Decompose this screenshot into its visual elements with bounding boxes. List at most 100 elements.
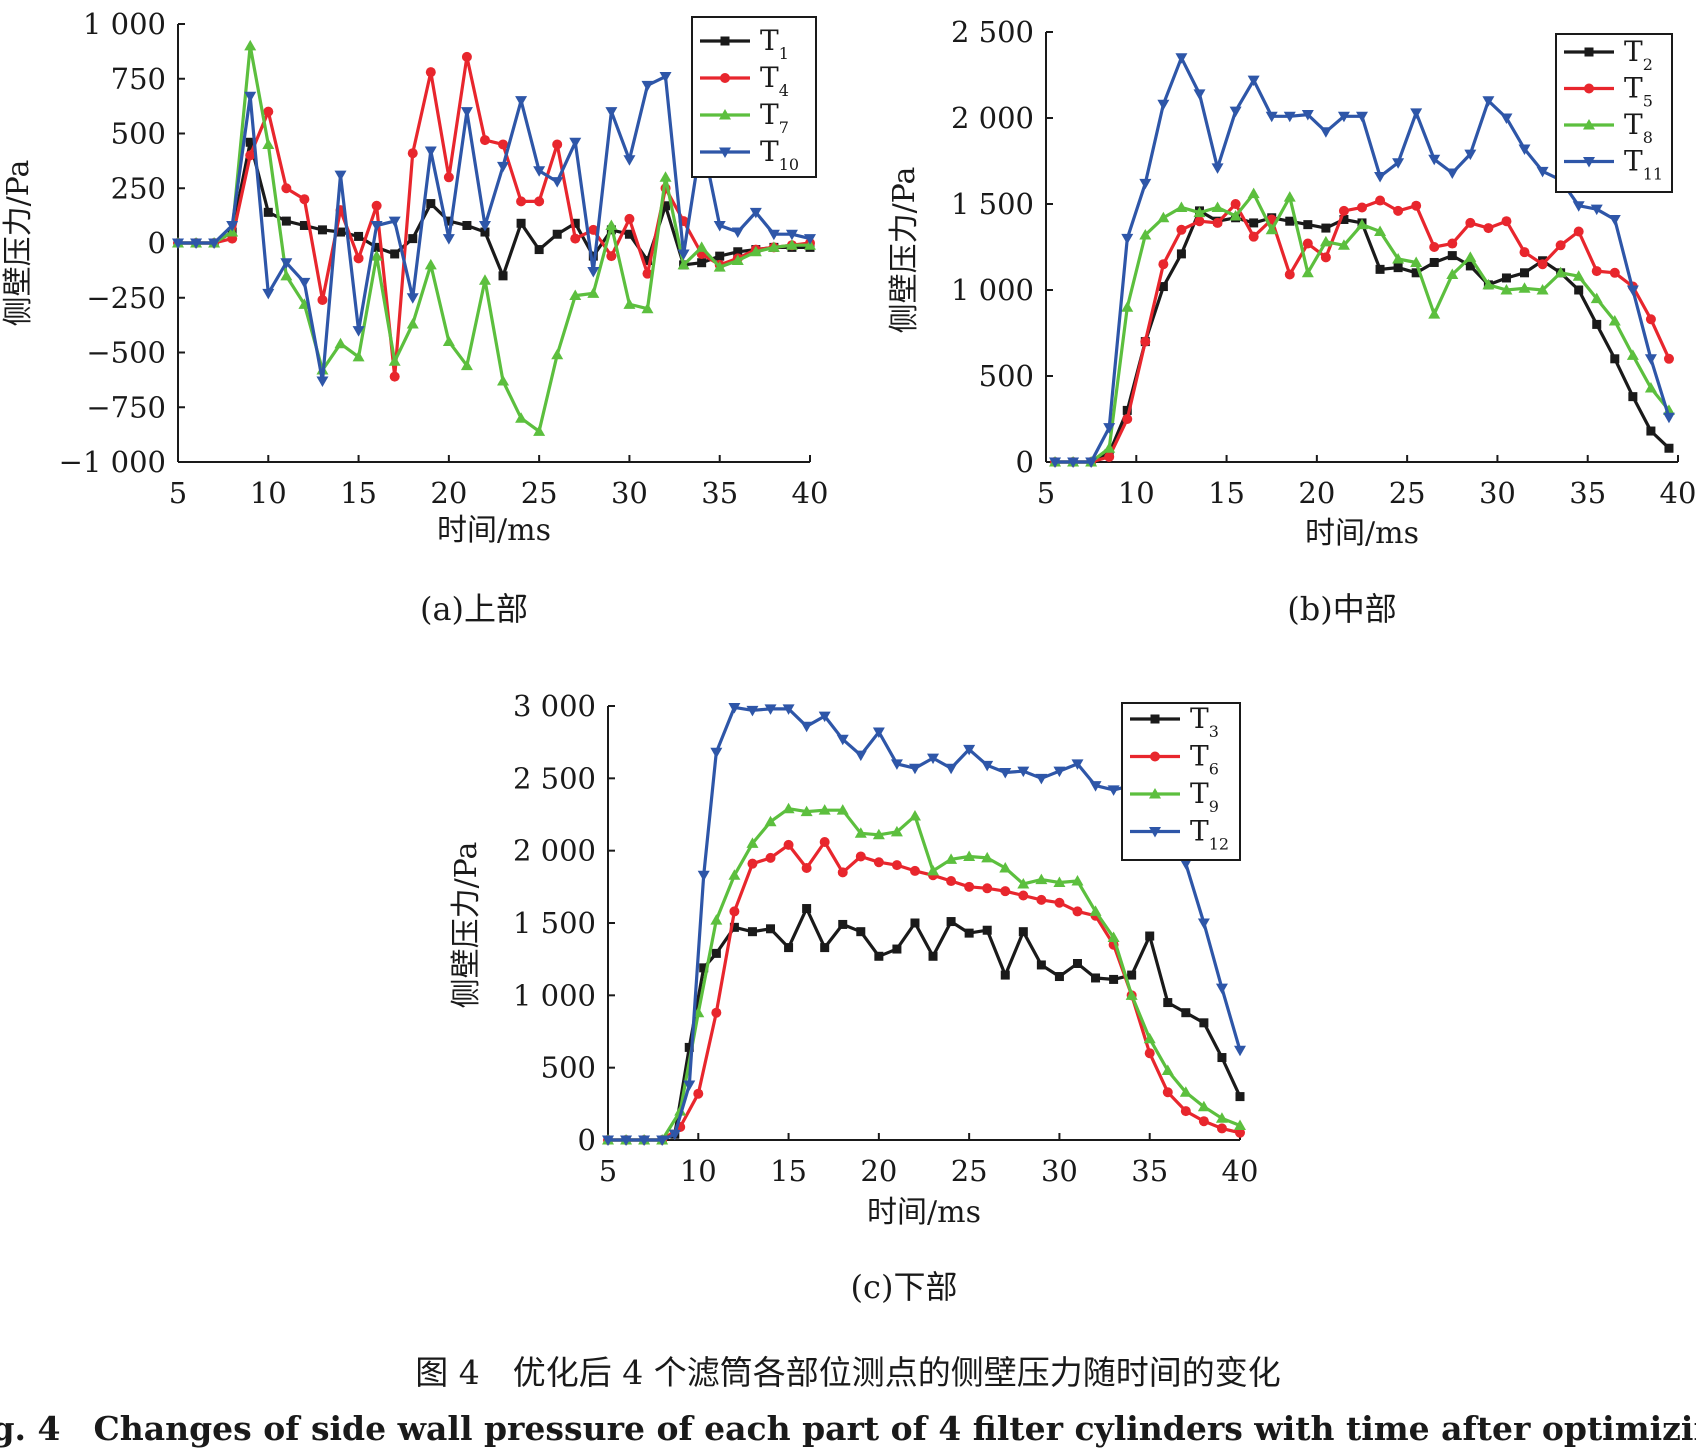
data-point (516, 196, 527, 207)
data-point (1053, 876, 1066, 887)
data-point (1356, 218, 1368, 230)
data-point (1085, 457, 1098, 468)
subplot-caption: (b)中部 (1287, 590, 1396, 628)
data-point (1465, 261, 1475, 271)
data-point (785, 229, 798, 241)
data-point (624, 213, 635, 224)
data-point (1356, 111, 1368, 123)
data-point (1121, 301, 1134, 312)
x-tick-label: 30 (1041, 1154, 1078, 1188)
data-point (767, 241, 780, 252)
data-point (1049, 457, 1062, 468)
data-point (818, 804, 831, 815)
data-point (677, 249, 690, 260)
data-point (1626, 349, 1639, 360)
data-point (1109, 974, 1119, 984)
data-point (623, 298, 636, 309)
data-point (460, 359, 473, 371)
legend-subscript: 4 (779, 81, 789, 100)
y-tick-label: 500 (111, 117, 166, 151)
data-point (1518, 144, 1531, 155)
data-point (462, 220, 472, 230)
y-axis-title: 侧壁压力/Pa (449, 841, 484, 1008)
data-point (749, 245, 762, 257)
data-point (1197, 1100, 1210, 1112)
data-point (190, 238, 203, 249)
data-point (1447, 251, 1457, 261)
data-point (245, 150, 256, 161)
legend-marker-t12 (1149, 827, 1161, 838)
data-point (1321, 223, 1331, 233)
data-point (263, 106, 274, 117)
data-point (946, 876, 957, 887)
data-point (533, 425, 546, 436)
legend-subscript: 7 (779, 118, 789, 137)
data-point (1537, 259, 1548, 270)
data-point (263, 207, 273, 217)
data-point (245, 137, 255, 147)
data-point (606, 251, 617, 262)
data-point (1139, 228, 1152, 240)
legend-marker-t6 (1150, 751, 1160, 762)
legend-subscript: 8 (1643, 128, 1653, 147)
data-point (388, 355, 401, 366)
y-tick-label: 3 000 (513, 689, 596, 723)
data-point (749, 207, 762, 219)
data-point (668, 1129, 681, 1141)
data-point (1626, 285, 1639, 296)
data-point (1609, 267, 1620, 278)
legend-marker-t4 (720, 73, 730, 83)
x-tick-label: 35 (701, 476, 738, 510)
data-point (1071, 875, 1084, 886)
data-point (602, 1135, 614, 1146)
x-tick-label: 25 (951, 1154, 988, 1188)
legend-box (691, 16, 817, 178)
data-point (1211, 201, 1224, 212)
data-point (1053, 766, 1066, 778)
data-point (388, 216, 401, 228)
data-point (1411, 268, 1421, 278)
data-point (1357, 202, 1367, 213)
series-line-t9 (608, 807, 1241, 1142)
data-point (515, 412, 528, 423)
data-point (1428, 154, 1441, 166)
data-point (605, 219, 618, 230)
x-tick-label: 25 (521, 476, 558, 510)
data-point (1193, 206, 1206, 218)
data-point (1176, 249, 1186, 259)
data-point (1574, 285, 1584, 295)
data-point (1125, 989, 1138, 1000)
chart-panel-lower: 5 10 15 20 25 30 35 40 0 500 1 000 1 500 2 000 2 500 3… (449, 689, 1258, 1306)
data-point (819, 836, 830, 847)
data-point (1500, 284, 1513, 295)
data-point (1035, 773, 1048, 785)
data-point (1610, 354, 1620, 364)
data-point (1265, 111, 1278, 123)
data-point (1644, 354, 1657, 365)
data-point (623, 155, 636, 166)
data-point (782, 802, 795, 814)
data-point (699, 963, 709, 973)
data-point (1410, 108, 1423, 119)
data-point (1428, 308, 1441, 319)
data-point (442, 234, 455, 245)
data-point (1646, 426, 1656, 436)
data-point (800, 805, 813, 817)
data-point (1199, 1018, 1209, 1028)
data-point (1180, 1106, 1191, 1117)
data-point (642, 256, 652, 266)
data-point (764, 815, 777, 827)
data-point (1107, 931, 1120, 942)
data-point (1072, 959, 1082, 969)
data-point (352, 326, 365, 337)
x-tick-label: 15 (770, 1154, 807, 1188)
data-point (1664, 443, 1674, 453)
data-point (1464, 149, 1477, 161)
data-point (1392, 158, 1405, 169)
data-point (370, 220, 383, 232)
data-point (764, 704, 777, 715)
y-tick-label: 1 000 (951, 273, 1034, 307)
x-tick-label: 25 (1389, 476, 1426, 510)
data-point (1162, 1087, 1173, 1098)
